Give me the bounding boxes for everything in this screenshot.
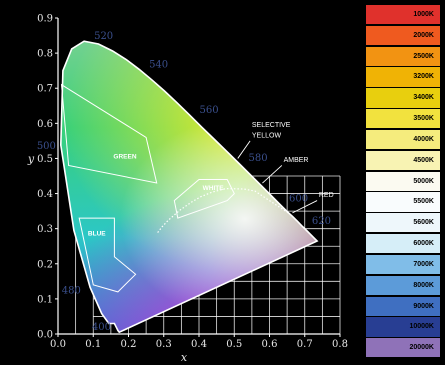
legend-label: 10000K bbox=[409, 323, 434, 331]
legend-swatch: 8000K bbox=[366, 275, 440, 295]
legend-swatch: 2500K bbox=[366, 46, 440, 66]
legend-label: 2500K bbox=[413, 52, 434, 60]
legend-swatch: 3400K bbox=[366, 88, 440, 108]
y-tick-label: 0.8 bbox=[37, 49, 53, 60]
region-outline-blue bbox=[78, 217, 137, 293]
legend-label: 5600K bbox=[413, 219, 434, 227]
wavelength-label: 520 bbox=[94, 31, 113, 42]
region-label-blue: BLUE bbox=[88, 231, 106, 238]
legend-swatch: 1000K bbox=[366, 5, 440, 25]
legend-label: 20000K bbox=[409, 344, 434, 352]
legend-label: 1000K bbox=[413, 11, 434, 18]
y-tick-label: 0.5 bbox=[37, 154, 53, 165]
legend-swatch: 3200K bbox=[366, 67, 440, 87]
legend-swatch: 6000K bbox=[366, 234, 440, 254]
legend-swatch: 20000K bbox=[366, 338, 440, 358]
region-label-white: WHITE bbox=[203, 185, 225, 192]
x-tick-label: 0.4 bbox=[191, 339, 207, 350]
x-tick-label: 0.3 bbox=[156, 339, 172, 350]
y-tick-label: 0.7 bbox=[37, 84, 53, 95]
x-tick-label: 0.0 bbox=[50, 339, 66, 350]
spectral-locus-outline bbox=[59, 40, 319, 334]
wavelength-label: 580 bbox=[248, 153, 267, 164]
legend-swatch: 4000K bbox=[366, 129, 440, 150]
color-temperature-legend: 1000K 2000K 2500K 3200K 3400K 3500K 4000K 4500K… bbox=[366, 5, 440, 359]
legend-swatch: 9000K bbox=[366, 296, 440, 316]
annotation-label: YELLOW bbox=[252, 132, 282, 139]
legend-label: 7000K bbox=[413, 260, 434, 268]
wavelength-label: 400 bbox=[92, 322, 111, 333]
wavelength-label: 540 bbox=[149, 59, 168, 70]
planckian-locus bbox=[156, 187, 289, 234]
overlay-layer: GREEN BLUE WHITE SELECTIVE YELLOW AMBER RED 400… bbox=[37, 31, 334, 333]
annotation-label: RED bbox=[319, 192, 334, 199]
legend-swatch: 5500K bbox=[366, 192, 440, 212]
legend-swatch: 7000K bbox=[366, 254, 440, 275]
x-tick-label: 0.5 bbox=[226, 339, 242, 350]
x-tick-label: 0.6 bbox=[262, 339, 278, 350]
wavelength-label: 560 bbox=[199, 105, 218, 116]
y-tick-label: 0.6 bbox=[37, 119, 53, 130]
y-tick-label: 0.9 bbox=[37, 14, 53, 25]
region-label-green: GREEN bbox=[113, 153, 136, 160]
legend-swatch: 5000K bbox=[366, 171, 440, 191]
wavelength-label: 500 bbox=[37, 141, 56, 152]
legend-swatch: 4500K bbox=[366, 150, 440, 170]
region-outline-green bbox=[60, 83, 158, 184]
legend-label: 3400K bbox=[413, 94, 434, 102]
legend-label: 3200K bbox=[413, 73, 434, 81]
legend-label: 9000K bbox=[413, 302, 434, 310]
axis-layer: 0.0 0.1 0.2 0.3 0.4 0.5 0.6 0.7 0.8 0.0 0.1 0.2 0.3 0… bbox=[27, 14, 348, 365]
annotation-pointer bbox=[292, 200, 318, 214]
wavelength-label: 600 bbox=[289, 193, 308, 204]
annotation-label: SELECTIVE bbox=[252, 122, 291, 129]
x-tick-label: 0.8 bbox=[332, 339, 348, 350]
legend-swatch: 10000K bbox=[366, 317, 440, 337]
x-tick-label: 0.7 bbox=[297, 339, 313, 350]
legend-label: 4500K bbox=[413, 156, 434, 164]
legend-swatch: 5600K bbox=[366, 213, 440, 233]
wavelength-label: 620 bbox=[312, 216, 331, 227]
annotation-label: AMBER bbox=[284, 157, 309, 164]
wavelength-label: 480 bbox=[62, 285, 81, 296]
legend-label: 6000K bbox=[413, 240, 434, 248]
legend-label: 8000K bbox=[413, 281, 434, 289]
legend-label: 2000K bbox=[413, 31, 434, 39]
y-axis-label: y bbox=[27, 152, 35, 165]
y-tick-label: 0.3 bbox=[37, 224, 53, 235]
y-tick-label: 0.1 bbox=[37, 294, 53, 305]
annotation-pointer bbox=[262, 165, 283, 184]
legend-swatch: 3500K bbox=[366, 109, 440, 129]
region-outline-white bbox=[173, 179, 235, 219]
legend-label: 4000K bbox=[413, 135, 434, 143]
legend-label: 5000K bbox=[413, 177, 434, 185]
x-tick-label: 0.1 bbox=[85, 339, 101, 350]
legend-swatch: 2000K bbox=[366, 25, 440, 46]
annotation-pointer bbox=[237, 140, 251, 159]
legend-label: 5500K bbox=[413, 198, 434, 206]
y-tick-label: 0.2 bbox=[37, 259, 53, 270]
x-tick-label: 0.2 bbox=[121, 339, 137, 350]
legend-label: 3500K bbox=[413, 115, 434, 123]
y-tick-label: 0.0 bbox=[37, 330, 53, 341]
x-axis-label: x bbox=[181, 351, 188, 364]
y-tick-label: 0.4 bbox=[37, 189, 53, 200]
